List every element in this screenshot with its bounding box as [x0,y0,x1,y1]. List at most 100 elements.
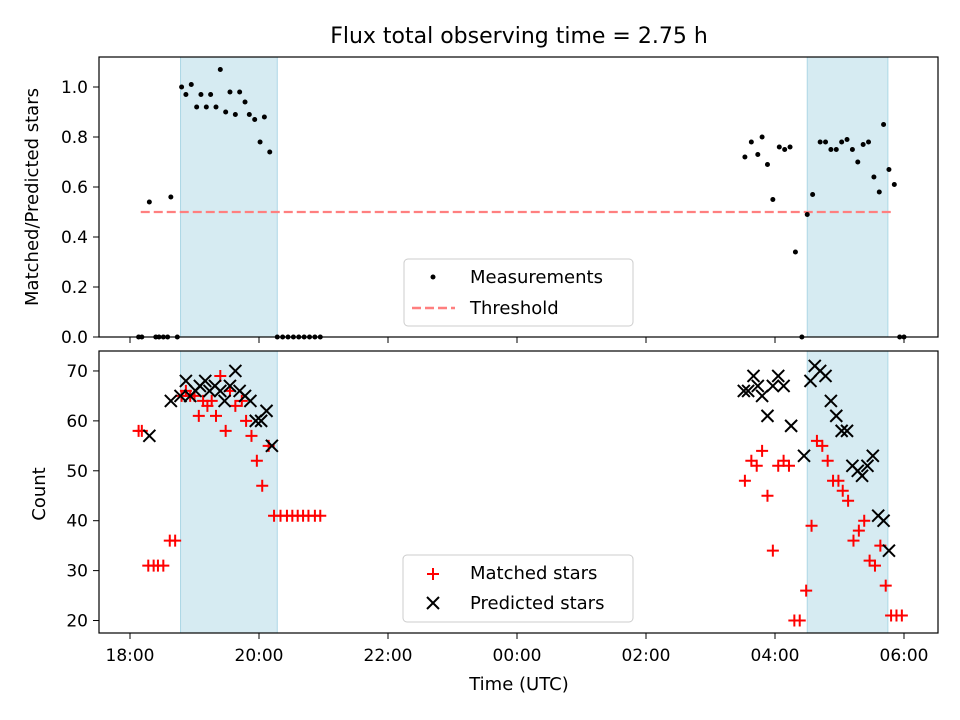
measurement-point [267,149,273,155]
predicted-star-point [741,384,755,398]
matched-star-point [245,429,258,442]
x-tick-label: 18:00 [106,646,155,666]
measurement-point [833,147,839,152]
measurement-point [839,139,845,145]
matched-star-point [250,454,263,467]
predicted-star-point [746,369,761,383]
measurement-point [188,82,194,87]
measurement-point [748,139,754,145]
matched-star-point [879,579,892,592]
x-tick-label: 00:00 [493,646,542,666]
measurement-point [759,134,765,140]
measurement-point [770,197,776,202]
matched-star-point [157,559,170,572]
matched-star-point [793,614,806,627]
matched-star-point [800,584,813,597]
matched-star-point [868,559,881,572]
y-tick-label: 0.2 [61,278,88,298]
legend-x-marker [426,596,440,610]
measurement-point [257,139,263,145]
chart-title: Flux total observing time = 2.75 h [330,24,708,49]
matched-star-point [782,459,795,472]
y-tick-label: 0.0 [61,328,88,348]
legend-label-measurements: Measurements [470,267,603,288]
matched-star-point [756,444,769,457]
matched-star-point [135,424,148,437]
bottom-legend-box [402,554,634,623]
matched-star-point [858,514,871,527]
measurement-point [198,92,204,97]
matched-star-point [314,509,327,522]
measurement-point [787,144,793,150]
measurement-point [168,194,174,200]
measurement-point [860,142,866,147]
measurement-point [203,104,209,110]
legend-label-matched-stars: Matched stars [470,563,597,584]
predicted-star-point [249,414,263,428]
measurement-point [232,112,238,117]
measurement-point [213,104,219,110]
legend-plus-marker [427,568,439,580]
y-tick-label: 1.0 [61,78,88,98]
matched-star-point [210,409,222,422]
predicted-star-point [876,513,891,528]
predicted-star-point [766,379,780,393]
matched-star-point [761,489,774,502]
predicted-star-point [755,389,769,403]
bottom-legend: Matched stars Predicted stars [402,554,634,623]
matched-star-point [821,454,834,467]
measurement-point [871,174,877,180]
measurement-point [876,189,882,195]
matched-star-point [842,494,855,507]
predicted-star-point [824,394,838,408]
measurement-point [810,192,816,197]
predicted-star-point [254,414,268,428]
bottom-panel: 18:00 20:00 22:00 00:00 02:00 04:00 06:00 20 30… [29,350,939,695]
measurement-point [755,152,761,157]
top-legend-box [403,258,634,327]
predicted-star-point [259,404,274,418]
measurement-point [194,104,200,110]
predicted-star-point [840,424,854,438]
y-tick-label: 0.6 [61,178,88,198]
matched-star-point [205,394,218,407]
matched-star-point [192,409,205,422]
y-tick-label: 0.8 [61,128,88,148]
measurement-point [866,139,872,145]
matched-star-point [816,439,829,452]
measurement-point [208,92,214,97]
x-tick-label: 04:00 [751,646,800,666]
predicted-star-point [829,409,843,423]
predicted-star-point [217,394,232,408]
measurement-point [183,92,189,97]
measurement-point [782,147,788,152]
x-tick-label: 02:00 [622,646,671,666]
measurement-point [849,147,855,152]
legend-dot-marker [430,274,436,280]
matched-star-point [832,474,845,487]
matched-star-point [240,414,253,427]
top-legend: Measurements Threshold [403,258,634,327]
matched-star-point [738,474,751,487]
measurement-point [223,109,229,115]
measurement-point [886,167,892,172]
matched-star-point [836,484,849,497]
predicted-star-point [797,449,811,463]
matched-star-point [895,609,908,622]
predicted-star-point [866,449,880,463]
shaded-interval-2 [806,56,889,338]
predicted-star-point [737,384,751,398]
predicted-star-point [751,379,765,393]
x-axis-label: Time (UTC) [468,674,569,695]
predicted-star-point [164,394,178,408]
bottom-y-axis-label: Count [29,467,50,520]
y-tick-label: 60 [66,412,88,432]
measurement-point [227,89,233,95]
y-tick-label: 40 [66,512,88,532]
measurement-point [261,114,267,120]
measurement-point [823,139,829,145]
predicted-star-point [818,369,833,383]
y-tick-label: 50 [66,462,88,482]
measurement-point [146,199,152,205]
